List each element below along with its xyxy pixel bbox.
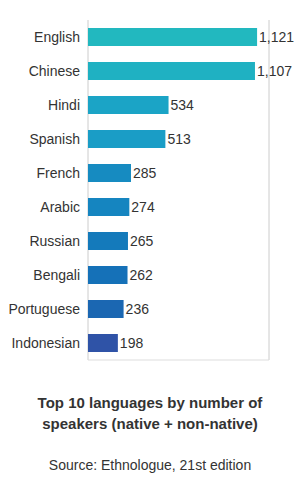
svg-text:Chinese: Chinese [29,63,81,79]
svg-text:Portuguese: Portuguese [8,301,80,317]
svg-text:262: 262 [130,267,154,283]
svg-text:Indonesian: Indonesian [11,335,80,351]
svg-text:Spanish: Spanish [29,131,80,147]
html-text:Top 10 languages by number of: Top 10 languages by number of speakers (… [37,394,263,432]
svg-text:265: 265 [130,233,154,249]
svg-text:513: 513 [167,131,191,147]
svg-text:1,107: 1,107 [257,63,292,79]
svg-text:Russian: Russian [29,233,80,249]
svg-text:198: 198 [120,335,144,351]
svg-text:English: English [34,29,80,45]
svg-text:285: 285 [133,165,157,181]
svg-text:534: 534 [171,97,195,113]
svg-text:274: 274 [131,199,155,215]
svg-text:236: 236 [126,301,150,317]
svg-text:Bengali: Bengali [33,267,80,283]
svg-text:Arabic: Arabic [40,199,80,215]
html-text:Source: Ethnologue, 21st editi: Source: Ethnologue, 21st edition [48,457,252,473]
svg-text:French: French [36,165,80,181]
svg-text:1,121: 1,121 [259,29,292,45]
svg-text:Hindi: Hindi [48,97,80,113]
